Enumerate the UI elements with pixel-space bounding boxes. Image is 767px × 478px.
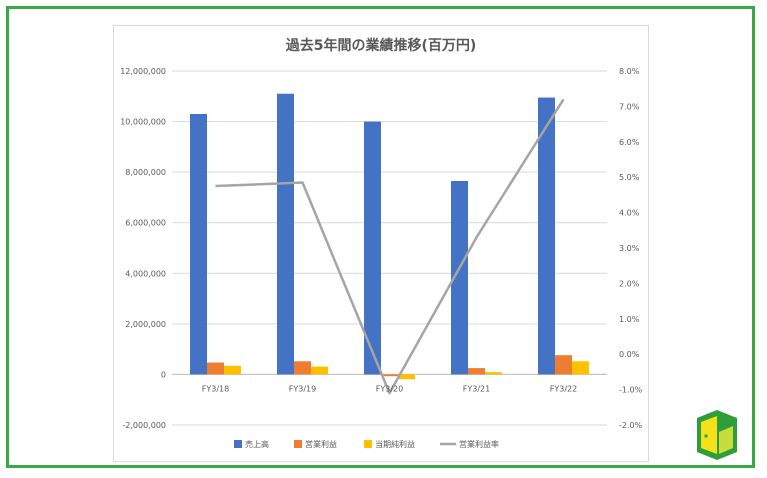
y-axis-left: 12,000,000 10,000,000 8,000,000 6,000,000 4,…	[120, 67, 166, 430]
bar-0-0	[190, 113, 207, 375]
y-tick-label: 0	[161, 370, 166, 379]
y2-tick-label: -1.0%	[619, 386, 643, 395]
y-tick-label: 4,000,000	[125, 269, 166, 278]
y-axis-right: 8.0% 7.0% 6.0% 5.0% 4.0% 3.0% 2.0% 1.0% 0.0% -1.0…	[619, 67, 643, 430]
y-tick-label: -2,000,000	[122, 421, 166, 430]
bar-3-1	[468, 368, 485, 375]
y2-tick-label: 6.0%	[619, 138, 640, 147]
combo-chart: 過去5年間の業績推移(百万円) 12,000,000 10,000,000 8,00…	[120, 37, 643, 449]
x-tick-label: FY3/22	[550, 384, 577, 393]
y-tick-label: 12,000,000	[120, 67, 166, 76]
y2-tick-label: 7.0%	[619, 102, 640, 111]
y2-tick-label: 3.0%	[619, 244, 640, 253]
x-tick-label: FY3/19	[289, 384, 316, 393]
y2-tick-label: -2.0%	[619, 421, 643, 430]
bar-0-2	[224, 365, 241, 375]
y2-tick-label: 0.0%	[619, 350, 640, 359]
y2-tick-label: 1.0%	[619, 315, 640, 324]
chart-title: 過去5年間の業績推移(百万円)	[285, 37, 477, 54]
y-tick-label: 8,000,000	[125, 168, 166, 177]
legend: 売上高 営業利益 当期純利益 営業利益率	[234, 439, 499, 449]
bar-3-0	[451, 180, 468, 375]
bar-1-2	[311, 366, 328, 375]
y-tick-label: 2,000,000	[125, 320, 166, 329]
bar-2-0	[364, 121, 381, 375]
bar-2-1	[381, 374, 398, 377]
x-axis: FY3/18 FY3/19 FY3/20 FY3/21 FY3/22	[202, 384, 577, 393]
bar-2-2	[398, 374, 415, 380]
legend-swatch	[364, 440, 372, 448]
y-tick-label: 6,000,000	[125, 219, 166, 228]
x-tick-label: FY3/21	[463, 384, 490, 393]
legend-label: 営業利益率	[459, 439, 499, 449]
legend-swatch	[294, 440, 302, 448]
bar-4-2	[572, 361, 589, 375]
beginner-mark-icon	[697, 410, 737, 460]
y-tick-label: 10,000,000	[120, 118, 166, 127]
bar-3-2	[485, 372, 502, 375]
bar-4-1	[555, 355, 572, 375]
x-tick-label: FY3/18	[202, 384, 229, 393]
line-series	[215, 98, 565, 395]
chart-panel: 過去5年間の業績推移(百万円) 12,000,000 10,000,000 8,00…	[113, 25, 649, 462]
bar-4-0	[538, 97, 555, 375]
legend-label: 営業利益	[305, 439, 337, 449]
legend-label: 売上高	[245, 439, 269, 449]
y2-tick-label: 2.0%	[619, 279, 640, 288]
bar-1-0	[277, 93, 294, 375]
outer-frame	[6, 6, 755, 468]
legend-swatch	[234, 440, 242, 448]
legend-label: 当期純利益	[375, 439, 415, 449]
y2-tick-label: 5.0%	[619, 173, 640, 182]
bar-0-1	[207, 362, 224, 375]
bar-1-1	[294, 361, 311, 375]
line-営業利益率	[215, 98, 565, 395]
y2-tick-label: 8.0%	[619, 67, 640, 76]
bars	[190, 93, 589, 380]
x-tick-label: FY3/20	[376, 384, 403, 393]
y2-tick-label: 4.0%	[619, 209, 640, 218]
